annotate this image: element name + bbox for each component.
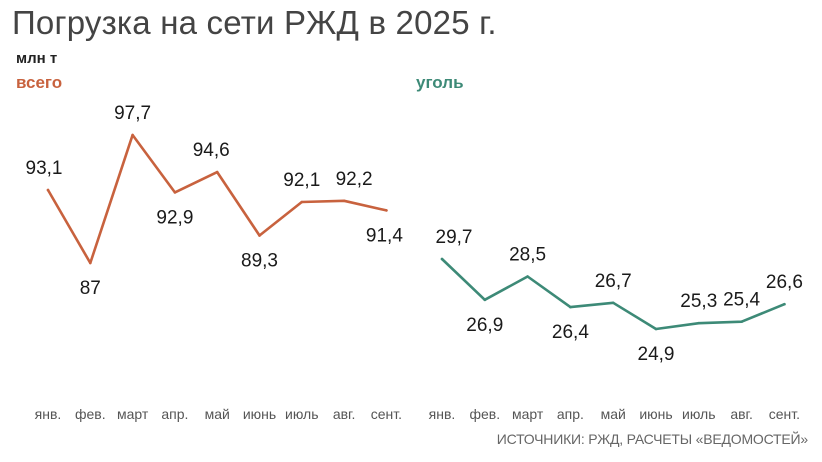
x-tick-label-coal: июль [682, 406, 715, 422]
data-point-total [173, 191, 177, 194]
data-point-coal [483, 298, 487, 302]
data-point-total [342, 199, 346, 203]
data-point-total [258, 234, 261, 237]
x-tick-label-total: июль [285, 406, 318, 422]
data-label-coal: 26,9 [466, 315, 503, 336]
data-label-total: 91,4 [366, 225, 403, 246]
x-tick-label-total: март [117, 406, 149, 422]
x-tick-label-coal: май [601, 406, 626, 422]
x-tick-label-coal: июнь [639, 406, 672, 422]
x-tick-label-total: июнь [243, 406, 276, 422]
data-point-total [215, 170, 219, 174]
data-label-coal: 29,7 [436, 227, 473, 248]
data-label-total: 89,3 [241, 250, 278, 271]
x-tick-label-total: янв. [35, 406, 62, 422]
data-point-coal [440, 257, 444, 261]
data-point-total [46, 188, 50, 192]
data-label-total: 94,6 [193, 140, 230, 161]
data-point-total [300, 200, 304, 204]
data-point-total [89, 261, 92, 265]
data-point-coal [783, 302, 786, 306]
unit-label: млн т [16, 50, 58, 67]
data-label-coal: 26,7 [595, 271, 632, 292]
data-label-total: 92,2 [336, 169, 373, 190]
x-tick-label-total: фев. [75, 406, 106, 422]
data-label-coal: 24,9 [638, 344, 675, 365]
x-tick-label-coal: фев. [469, 406, 500, 422]
data-point-coal [740, 320, 743, 324]
data-label-coal: 26,6 [766, 272, 803, 293]
data-label-coal: 26,4 [552, 322, 589, 343]
data-point-coal [654, 327, 658, 331]
data-point-coal [526, 275, 529, 278]
chart-title: Погрузка на сети РЖД в 2025 г. [12, 4, 497, 41]
data-point-coal [569, 305, 572, 309]
data-point-coal [611, 301, 615, 305]
data-label-coal: 28,5 [509, 245, 546, 266]
data-label-coal: 25,3 [680, 291, 717, 312]
x-tick-label-total: май [205, 406, 230, 422]
x-tick-label-coal: апр. [557, 406, 584, 422]
x-tick-label-total: авг. [333, 406, 356, 422]
data-point-total [385, 209, 388, 212]
x-tick-label-coal: март [512, 406, 544, 422]
source-note: ИСТОЧНИКИ: РЖД, РАСЧЕТЫ «ВЕДОМОСТЕЙ» [496, 431, 808, 447]
x-tick-label-coal: янв. [429, 406, 456, 422]
x-tick-label-total: сент. [371, 406, 402, 422]
data-point-total [131, 133, 134, 137]
data-label-total: 93,1 [26, 158, 63, 179]
x-tick-label-coal: авг. [730, 406, 753, 422]
x-tick-label-total: апр. [161, 406, 188, 422]
series-label-total: всего [16, 73, 63, 92]
data-label-total: 87 [80, 278, 101, 299]
data-point-coal [697, 321, 701, 325]
data-label-total: 92,9 [156, 207, 193, 228]
data-label-coal: 25,4 [723, 290, 760, 311]
x-tick-label-coal: сент. [769, 406, 800, 422]
data-label-total: 92,1 [283, 170, 320, 191]
data-label-total: 97,7 [114, 103, 151, 124]
series-label-coal: уголь [416, 73, 464, 92]
